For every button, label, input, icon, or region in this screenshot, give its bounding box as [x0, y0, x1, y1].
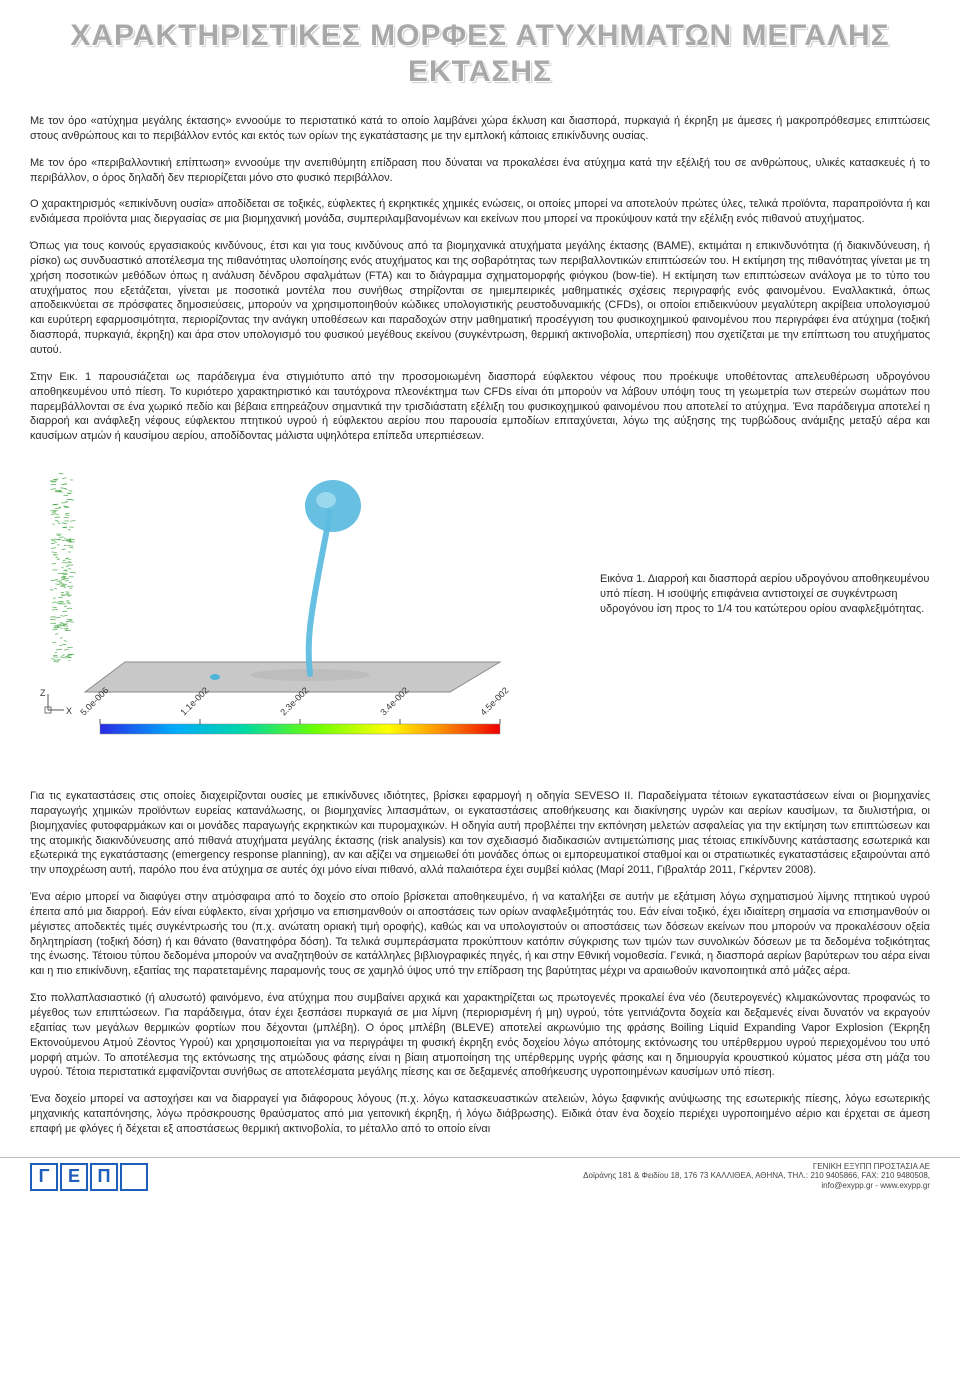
figure-1-caption: Εικόνα 1. Διαρροή και διασπορά αερίου υδ…: [590, 462, 930, 617]
footer-logo: Γ Ε Π: [30, 1163, 150, 1191]
logo-box-2: Ε: [60, 1163, 88, 1191]
paragraph-7: Ένα αέριο μπορεί να διαφύγει στην ατμόσφ…: [30, 890, 930, 979]
page-footer: Γ Ε Π ΓΕΝΙΚΗ ΕΞΥΠΠ ΠΡΟΣΤΑΣΙΑ ΑΕ Δοϊράνης…: [0, 1157, 960, 1199]
paragraph-3: Ο χαρακτηρισμός «επικίνδυνη ουσία» αποδί…: [30, 197, 930, 227]
footer-address: Δοϊράνης 181 & Φειδίου 18, 176 73 ΚΑΛΛΙΘ…: [583, 1171, 930, 1181]
logo-box-1: Γ: [30, 1163, 58, 1191]
svg-text:4.5e-002: 4.5e-002: [478, 685, 510, 717]
paragraph-6: Για τις εγκαταστάσεις στις οποίες διαχει…: [30, 789, 930, 878]
logo-box-4: [120, 1163, 148, 1191]
paragraph-4: Όπως για τους κοινούς εργασιακούς κινδύν…: [30, 239, 930, 358]
svg-text:X: X: [66, 706, 72, 716]
paragraph-9: Ένα δοχείο μπορεί να αστοχήσει και να δι…: [30, 1092, 930, 1137]
footer-text: ΓΕΝΙΚΗ ΕΞΥΠΠ ΠΡΟΣΤΑΣΙΑ ΑΕ Δοϊράνης 181 &…: [583, 1162, 930, 1191]
paragraph-1: Με τον όρο «ατύχημα μεγάλης έκτασης» ενν…: [30, 114, 930, 144]
page-title: ΧΑΡΑΚΤΗΡΙΣΤΙΚΕΣ ΜΟΡΦΕΣ ΑΤΥΧΗΜΑΤΩΝ ΜΕΓΑΛΗ…: [30, 18, 930, 90]
paragraph-2: Με τον όρο «περιβαλλοντική επίπτωση» ενν…: [30, 156, 930, 186]
figure-1-image: ZX5.0e-0061.1e-0022.3e-0023.4e-0024.5e-0…: [30, 462, 590, 767]
paragraph-8: Στο πολλαπλασιαστικό (ή αλυσωτό) φαινόμε…: [30, 991, 930, 1080]
footer-email: info@exypp.gr - www.exypp.gr: [583, 1181, 930, 1191]
figure-1: ZX5.0e-0061.1e-0022.3e-0023.4e-0024.5e-0…: [30, 462, 930, 767]
logo-box-3: Π: [90, 1163, 118, 1191]
paragraph-5: Στην Εικ. 1 παρουσιάζεται ως παράδειγμα …: [30, 370, 930, 444]
svg-text:Z: Z: [40, 688, 46, 698]
footer-company: ΓΕΝΙΚΗ ΕΞΥΠΠ ΠΡΟΣΤΑΣΙΑ ΑΕ: [583, 1162, 930, 1172]
